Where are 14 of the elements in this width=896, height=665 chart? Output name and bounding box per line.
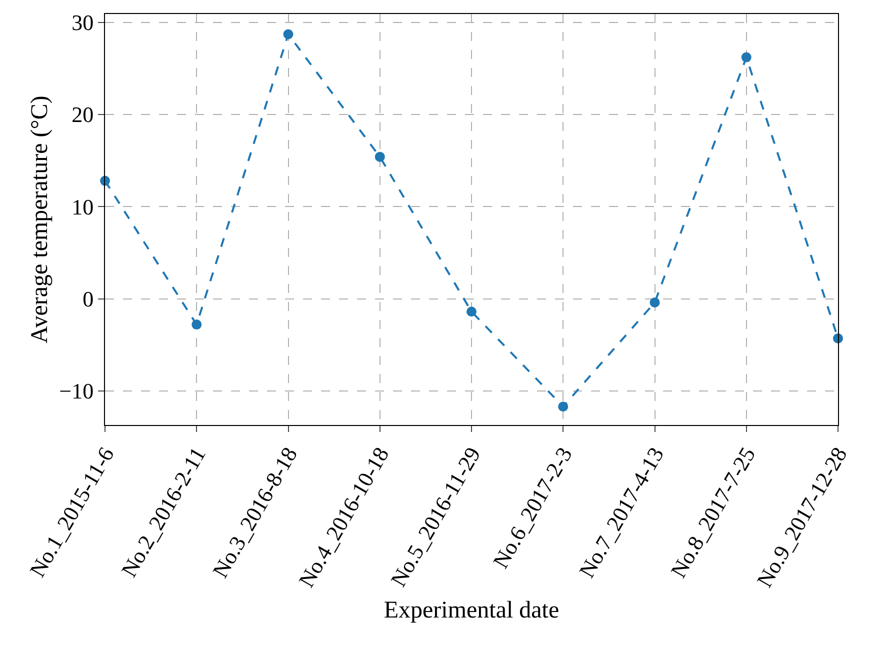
y-tick-label: 20 [72, 102, 94, 128]
y-tick-label: 10 [72, 194, 94, 220]
point [283, 29, 294, 40]
point [374, 152, 385, 162]
point [558, 402, 568, 412]
y-tick-label: −10 [59, 378, 94, 404]
point [650, 297, 660, 308]
y-axis-title: Average temperature (°C) [27, 96, 53, 344]
point [192, 320, 202, 330]
y-tick-label: 0 [82, 286, 94, 312]
x-axis-title: Experimental date [384, 598, 560, 624]
point [466, 306, 476, 317]
y-tick-label: 30 [72, 10, 94, 35]
point [741, 52, 752, 62]
